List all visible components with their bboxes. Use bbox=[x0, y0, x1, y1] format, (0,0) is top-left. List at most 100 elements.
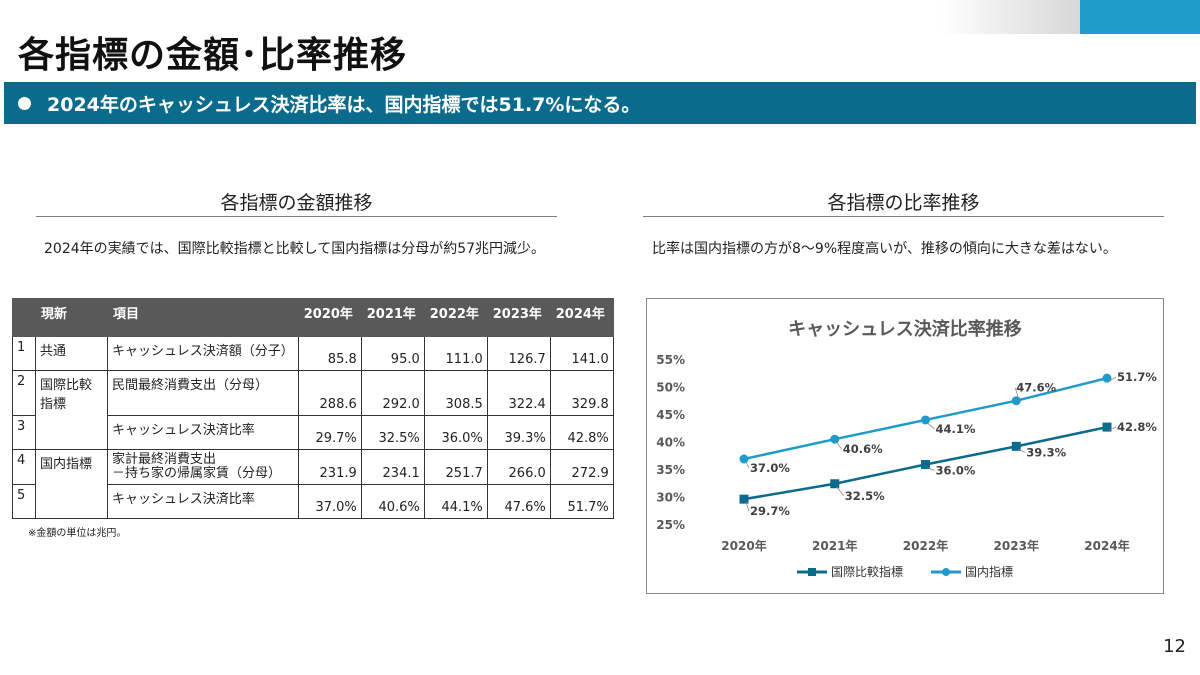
row-category-label: 国際比較指標 bbox=[40, 378, 93, 412]
table-cell: 95.0 bbox=[360, 336, 425, 371]
left-section-rule bbox=[36, 216, 557, 217]
table-cell: 42.8% bbox=[549, 414, 614, 450]
data-point-marker bbox=[1011, 396, 1021, 406]
table-header-row: 現新 項目 2020年 2021年 2022年 2023年 2024年 bbox=[12, 298, 614, 337]
header-gradient-decoration bbox=[940, 0, 1080, 34]
row-category bbox=[35, 415, 108, 450]
table-cell: 322.4 bbox=[486, 370, 551, 416]
data-label: 32.5% bbox=[845, 489, 885, 503]
data-label-leader bbox=[836, 441, 843, 450]
data-label: 42.8% bbox=[1117, 420, 1157, 434]
table-row: 5 キャッシュレス決済比率 37.0% 40.6% 44.1% 47.6% 51… bbox=[12, 483, 614, 519]
x-tick-label: 2021年 bbox=[812, 538, 857, 553]
data-point-marker bbox=[830, 479, 840, 489]
row-number: 5 bbox=[12, 483, 36, 519]
data-label-leader bbox=[1108, 426, 1117, 431]
table-cell: 37.0% bbox=[297, 483, 362, 519]
y-tick-label: 40% bbox=[656, 436, 685, 450]
table-header-cell bbox=[12, 298, 36, 337]
data-point-marker bbox=[921, 415, 930, 425]
table-cell: 32.5% bbox=[360, 414, 425, 450]
data-label-leader bbox=[1014, 387, 1019, 398]
row-item: キャッシュレス決済比率 bbox=[107, 483, 299, 519]
data-label-leader bbox=[1108, 376, 1117, 382]
data-point-marker bbox=[1102, 422, 1112, 432]
row-number: 1 bbox=[12, 336, 36, 371]
data-point-marker bbox=[830, 434, 840, 444]
slide-title: 各指標の金額･比率推移 bbox=[18, 35, 408, 76]
page-number: 12 bbox=[1163, 636, 1186, 657]
right-section-description: 比率は国内指標の方が8～9%程度高いが、推移の傾向に大きな差はない。 bbox=[652, 241, 1117, 257]
data-label: 36.0% bbox=[936, 464, 976, 478]
data-label-leader bbox=[745, 461, 750, 469]
data-label: 29.7% bbox=[750, 504, 790, 518]
table-header-cell: 現新 bbox=[35, 298, 108, 337]
row-category: 国際比較指標 bbox=[35, 370, 108, 415]
table-cell: 39.3% bbox=[486, 414, 551, 450]
data-label-leader bbox=[745, 502, 750, 512]
table-row: 3 キャッシュレス決済比率 29.7% 32.5% 36.0% 39.3% 42… bbox=[12, 414, 614, 450]
row-category: 共通 bbox=[35, 336, 108, 371]
legend-line-circle-icon bbox=[931, 567, 961, 576]
right-section-rule bbox=[643, 216, 1164, 217]
table-header-cell: 項目 bbox=[107, 298, 299, 337]
table-cell: 308.5 bbox=[423, 370, 488, 416]
table-cell: 272.9 bbox=[549, 448, 614, 485]
table-cell: 141.0 bbox=[549, 336, 614, 371]
table-row: 2 国際比較指標 民間最終消費支出（分母） 288.6 292.0 308.5 … bbox=[12, 370, 614, 416]
left-section-description: 2024年の実績では、国際比較指標と比較して国内指標は分母が約57兆円減少。 bbox=[44, 241, 546, 257]
table-footnote: ※金額の単位は兆円。 bbox=[28, 528, 127, 539]
y-tick-label: 45% bbox=[656, 408, 685, 422]
row-item: 家計最終消費支出 －持ち家の帰属家賃（分母） bbox=[107, 448, 299, 485]
y-tick-label: 50% bbox=[656, 381, 685, 395]
table-row: 1 共通 キャッシュレス決済額（分子） 85.8 95.0 111.0 126.… bbox=[12, 336, 614, 371]
y-tick-label: 35% bbox=[656, 463, 685, 477]
row-item: キャッシュレス決済額（分子） bbox=[107, 336, 299, 371]
data-label-leader bbox=[836, 486, 845, 496]
right-section-heading: 各指標の比率推移 bbox=[827, 192, 980, 214]
key-message-banner: 2024年のキャッシュレス決済比率は、国内指標では51.7%になる。 bbox=[4, 82, 1196, 124]
data-label: 44.1% bbox=[936, 422, 976, 436]
table-header-cell: 2023年 bbox=[486, 298, 551, 337]
data-label: 40.6% bbox=[843, 442, 883, 456]
x-tick-label: 2020年 bbox=[721, 538, 766, 553]
table-cell: 44.1% bbox=[423, 483, 488, 519]
y-tick-label: 30% bbox=[656, 491, 685, 505]
data-point-marker bbox=[739, 494, 749, 504]
x-tick-label: 2022年 bbox=[903, 538, 948, 553]
table-cell: 251.7 bbox=[423, 448, 488, 485]
row-category bbox=[35, 484, 108, 519]
legend-label: 国際比較指標 bbox=[830, 565, 903, 579]
legend-item: 国内指標 bbox=[931, 563, 1013, 580]
table-cell: 47.6% bbox=[486, 483, 551, 519]
data-label: 37.0% bbox=[750, 461, 790, 475]
y-tick-label: 25% bbox=[656, 518, 685, 532]
legend-item: 国際比較指標 bbox=[796, 563, 903, 580]
table-cell: 40.6% bbox=[360, 483, 425, 519]
data-point-marker bbox=[1102, 373, 1112, 383]
table-cell: 29.7% bbox=[297, 414, 362, 450]
row-number: 3 bbox=[12, 414, 36, 450]
table-header-cell: 2022年 bbox=[423, 298, 488, 337]
chart-plot: 25% 30% 35% 40% 45% 50% 55% 2020年 2021年 2022年 2023… bbox=[656, 353, 1157, 553]
row-category: 国内指標 bbox=[35, 448, 108, 484]
table-row: 4 国内指標 家計最終消費支出 －持ち家の帰属家賃（分母） 231.9 234.… bbox=[12, 448, 614, 485]
table-cell: 231.9 bbox=[297, 448, 362, 485]
ratio-chart: キャッシュレス決済比率推移 25% 30% 35% 40% 45% 50% 55% 2020年… bbox=[646, 298, 1164, 594]
data-label-leader bbox=[927, 467, 935, 471]
row-number: 2 bbox=[12, 370, 36, 416]
legend-line-square-icon bbox=[796, 567, 827, 576]
bullet-icon bbox=[18, 96, 31, 110]
x-tick-label: 2023年 bbox=[994, 538, 1039, 553]
chart-legend: 国際比較指標 国内指標 bbox=[647, 563, 1163, 580]
table-cell: 288.6 bbox=[297, 370, 362, 416]
amount-table: 現新 項目 2020年 2021年 2022年 2023年 2024年 1 共通… bbox=[12, 298, 614, 519]
table-cell: 85.8 bbox=[297, 336, 362, 371]
y-tick-label: 55% bbox=[656, 353, 685, 367]
table-cell: 51.7% bbox=[549, 483, 614, 519]
table-cell: 266.0 bbox=[486, 448, 551, 485]
legend-label: 国内指標 bbox=[965, 565, 1014, 579]
data-label-leader bbox=[1018, 448, 1026, 453]
row-item: 民間最終消費支出（分母） bbox=[107, 370, 299, 416]
row-item: キャッシュレス決済比率 bbox=[107, 414, 299, 450]
